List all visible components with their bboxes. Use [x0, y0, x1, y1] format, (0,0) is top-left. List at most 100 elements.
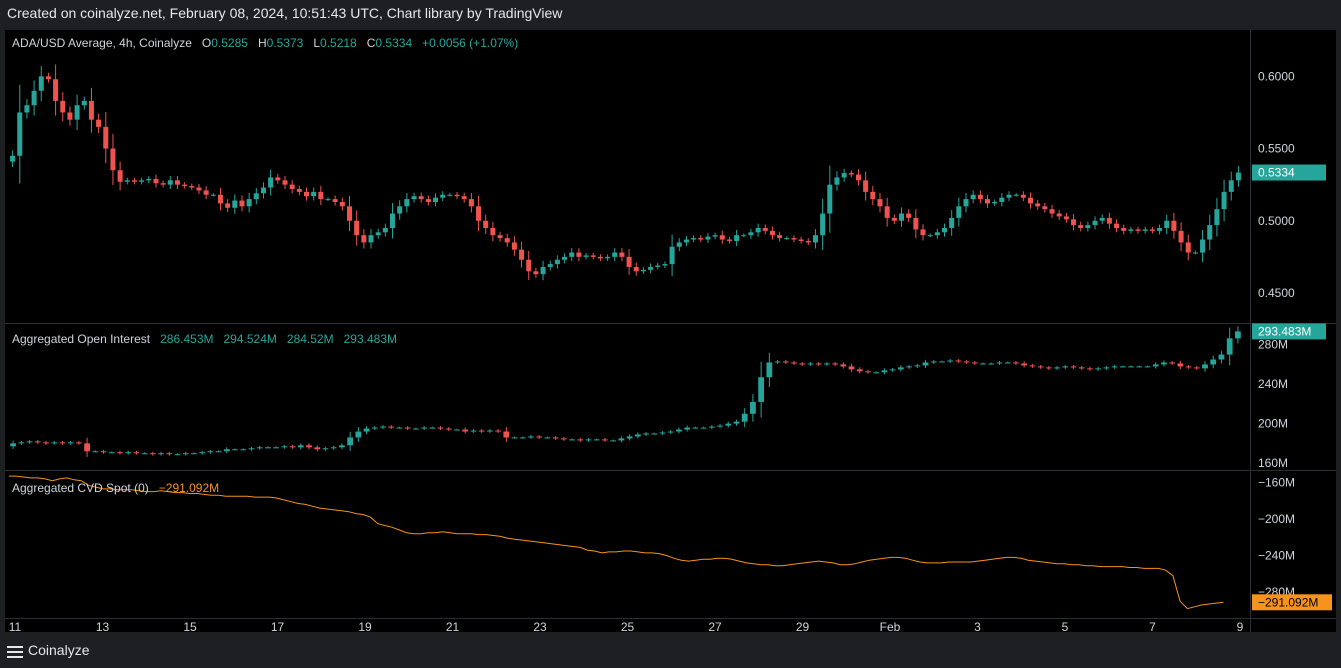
candle-body-price: [210, 194, 216, 196]
candle-body-oi: [848, 366, 855, 370]
candle-body-price: [60, 100, 66, 113]
candle-body-oi: [413, 428, 419, 430]
candle-body-price: [985, 199, 991, 204]
candle-body-price: [1020, 194, 1026, 198]
candle-body-oi: [371, 427, 378, 429]
candle-body-price: [619, 252, 625, 257]
x-tick-label: 27: [708, 620, 722, 632]
candle-body-oi: [486, 430, 493, 432]
hamburger-menu-icon[interactable]: [7, 646, 23, 658]
candle-body-price: [1178, 230, 1184, 243]
candle-body-price: [569, 252, 575, 257]
chart-svg[interactable]: 0.6000 0.5500 0.5000 0.4500 0.5334 280M 240M 20…: [5, 30, 1336, 632]
candle-body-price: [1085, 225, 1091, 228]
candle-body-price: [683, 239, 689, 243]
candle-body-oi: [1021, 363, 1028, 366]
candle-body-price: [777, 235, 783, 239]
candle-body-oi: [1152, 364, 1159, 367]
candle-body-price: [977, 194, 983, 200]
candle-body-price: [397, 206, 403, 214]
candle-body-price: [440, 194, 446, 198]
candle-body-price: [1006, 194, 1012, 198]
candle-body-price: [17, 112, 23, 156]
price-legend: ADA/USD Average, 4h, Coinalyze O0.5285 H…: [12, 36, 518, 50]
candle-body-oi: [799, 363, 806, 365]
candle-body-oi: [117, 452, 123, 454]
price-change: +0.0056 (+1.07%): [422, 36, 519, 50]
candle-body-oi: [922, 362, 929, 366]
candle-body-oi: [659, 432, 666, 434]
oi-low: 284.52M: [286, 332, 334, 346]
candle-body-oi: [355, 431, 362, 438]
candle-body-price: [640, 269, 646, 272]
candle-body-price: [160, 183, 166, 185]
candle-body-price: [590, 255, 596, 257]
candle-body-oi: [552, 437, 559, 439]
candle-body-oi: [215, 451, 222, 453]
candle-body-oi: [782, 361, 789, 363]
candle-body-price: [1013, 194, 1019, 196]
y-tick-label: 0.4500: [1258, 286, 1295, 300]
candle-body-price: [812, 235, 818, 243]
candle-body-price: [891, 217, 897, 221]
candle-body-price: [1228, 180, 1234, 192]
candle-body-oi: [51, 442, 58, 444]
candle-body-oi: [396, 427, 403, 429]
candle-body-price: [447, 194, 453, 196]
candle-body-oi: [939, 361, 945, 363]
candle-body-oi: [59, 442, 66, 444]
candle-body-price: [275, 177, 281, 181]
candle-body-oi: [1004, 362, 1011, 364]
candle-body-oi: [807, 363, 814, 365]
candle-body-price: [476, 206, 482, 221]
candle-body-oi: [1029, 365, 1036, 367]
candle-body-price: [1042, 206, 1048, 210]
candle-body-oi: [651, 433, 658, 435]
candle-body-price: [726, 239, 732, 241]
candle-body-oi: [421, 427, 427, 429]
candle-body-oi: [980, 363, 986, 365]
candle-body-oi: [511, 437, 518, 439]
candle-body-price: [920, 229, 926, 236]
candle-body-price: [1164, 220, 1170, 228]
candle-body-oi: [708, 426, 715, 428]
candle-body-price: [626, 256, 632, 267]
candle-body-price: [712, 235, 718, 237]
candle-body-price: [361, 235, 367, 243]
last-value-label: 293.483M: [1258, 324, 1311, 338]
candle-body-price: [1135, 229, 1141, 231]
candle-body-price: [705, 236, 711, 240]
y-tick-label: −200M: [1258, 512, 1295, 526]
oi-legend: Aggregated Open Interest 286.453M 294.52…: [12, 332, 397, 346]
top-credit-bar: Created on coinalyze.net, February 08, 2…: [0, 0, 1341, 28]
y-tick-label: 200M: [1258, 417, 1288, 431]
candle-body-oi: [585, 439, 592, 441]
candle-body-oi: [544, 437, 551, 439]
candle-body-oi: [725, 423, 732, 426]
candle-body-price: [418, 196, 424, 200]
candle-body-oi: [18, 442, 25, 444]
candle-body-oi: [1161, 362, 1167, 365]
candle-body-oi: [996, 362, 1003, 364]
candle-body-oi: [971, 362, 978, 364]
candle-body-price: [963, 199, 969, 207]
candle-body-oi: [1045, 367, 1052, 369]
candle-body-oi: [43, 442, 49, 444]
candle-body-oi: [1128, 366, 1134, 368]
candle-body-price: [1221, 191, 1227, 210]
y-tick-label: −160M: [1258, 476, 1295, 490]
candle-body-price: [296, 188, 302, 192]
candle-body-price: [196, 187, 202, 191]
chart-area[interactable]: 0.6000 0.5500 0.5000 0.4500 0.5334 280M 240M 20…: [5, 30, 1336, 632]
candle-body-price: [311, 191, 317, 197]
candle-body-price: [225, 203, 231, 208]
candle-body-oi: [1210, 359, 1217, 365]
candle-body-price: [834, 177, 840, 185]
candle-body-price: [1071, 219, 1077, 226]
candle-body-price: [203, 190, 209, 195]
candle-body-oi: [84, 443, 90, 452]
candle-body-price: [368, 235, 374, 243]
candle-body-price: [131, 180, 137, 182]
candle-body-oi: [684, 427, 691, 430]
candle-body-price: [375, 232, 381, 236]
